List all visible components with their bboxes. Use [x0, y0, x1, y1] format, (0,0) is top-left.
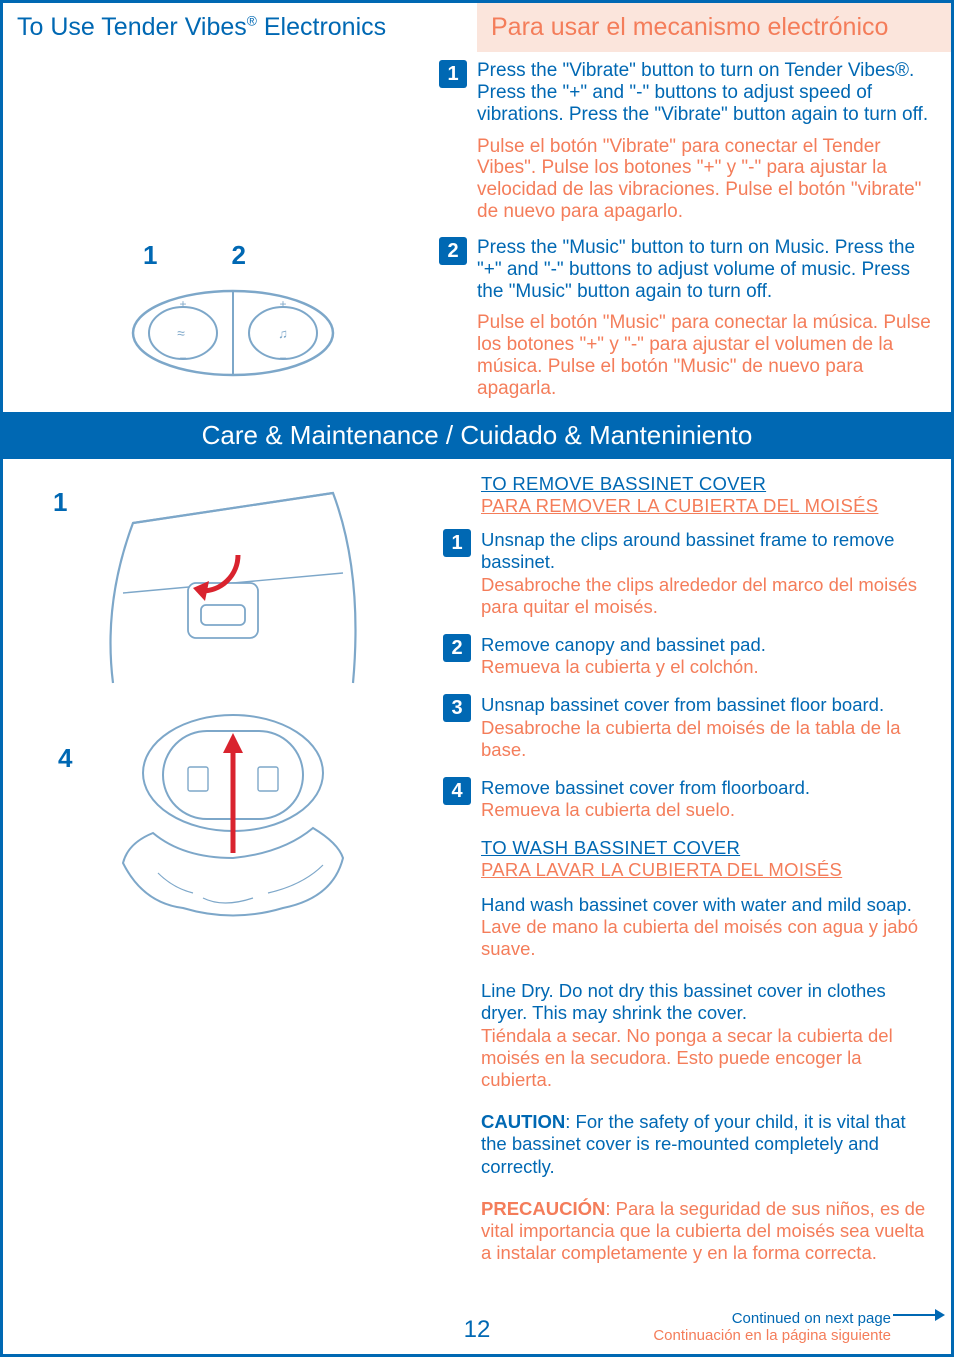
electronics-steps: 1 Press the "Vibrate" button to turn on … — [433, 60, 951, 400]
wash-head-es: PARA LAVAR LA CUBIERTA DEL MOISÉS — [481, 859, 933, 881]
step-text: Remove canopy and bassinet pad. Remueva … — [481, 634, 766, 678]
remove-step-3: 3 Unsnap bassinet cover from bassinet fl… — [443, 694, 933, 761]
wash-heading: TO WASH BASSINET COVER PARA LAVAR LA CUB… — [481, 837, 933, 881]
step-text-es: Pulse el botón "Vibrate" para conectar e… — [477, 136, 931, 223]
step-text-es: Pulse el botón "Music" para conectar la … — [477, 312, 931, 399]
continued-en: Continued on next page — [653, 1310, 891, 1327]
header-left-post: Electronics — [257, 13, 386, 41]
step-text: Remove bassinet cover from floorboard. R… — [481, 777, 810, 821]
step-badge: 4 — [443, 777, 471, 805]
care-diagram-area: 1 4 — [3, 473, 443, 1284]
step-text-en: Press the "Vibrate" button to turn on Te… — [477, 60, 931, 126]
electronics-section: 1 2 + − + − ≈ ♫ 1 Press the "Vibrate" bu… — [3, 52, 951, 412]
care-instructions: TO REMOVE BASSINET COVER PARA REMOVER LA… — [443, 473, 951, 1284]
electronics-step-2: 2 Press the "Music" button to turn on Mu… — [439, 237, 931, 303]
step-en: Unsnap bassinet cover from bassinet floo… — [481, 694, 884, 715]
step-badge: 1 — [443, 529, 471, 557]
registered-icon: ® — [247, 14, 257, 29]
panel-label-1: 1 — [143, 240, 157, 271]
caution-label-en: CAUTION — [481, 1111, 565, 1132]
care-section: 1 4 — [3, 459, 951, 1284]
wash-p2-es: Tiéndala a secar. No ponga a secar la cu… — [481, 1025, 893, 1090]
wash-p1: Hand wash bassinet cover with water and … — [481, 894, 933, 961]
step-badge: 1 — [439, 60, 467, 88]
svg-text:♫: ♫ — [278, 326, 288, 341]
remove-step-1: 1 Unsnap the clips around bassinet frame… — [443, 529, 933, 618]
continued-es: Continuación en la página siguiente — [653, 1327, 891, 1344]
header-right: Para usar el mecanismo electrónico — [477, 3, 951, 52]
remove-head-en: TO REMOVE BASSINET COVER — [481, 473, 933, 495]
step-badge: 3 — [443, 694, 471, 722]
step-text-en: Press the "Music" button to turn on Musi… — [477, 237, 931, 303]
electronics-diagram-area: 1 2 + − + − ≈ ♫ — [3, 60, 433, 400]
step-badge: 2 — [439, 237, 467, 265]
svg-text:+: + — [179, 297, 186, 311]
step-es: Desabroche the clips alrededor del marco… — [481, 574, 917, 617]
page: To Use Tender Vibes® Electronics Para us… — [0, 0, 954, 1357]
step-text: Unsnap bassinet cover from bassinet floo… — [481, 694, 933, 761]
caution-en: CAUTION: For the safety of your child, i… — [481, 1111, 933, 1178]
wash-p2-en: Line Dry. Do not dry this bassinet cover… — [481, 980, 886, 1023]
step-en: Remove canopy and bassinet pad. — [481, 634, 766, 655]
wash-head-en: TO WASH BASSINET COVER — [481, 837, 933, 859]
remove-heading: TO REMOVE BASSINET COVER PARA REMOVER LA… — [481, 473, 933, 517]
caution-es: PRECAUCIÓN: Para la seguridad de sus niñ… — [481, 1198, 933, 1265]
remove-step-2: 2 Remove canopy and bassinet pad. Remuev… — [443, 634, 933, 678]
step-es: Remueva la cubierta del suelo. — [481, 799, 735, 820]
step-en: Remove bassinet cover from floorboard. — [481, 777, 810, 798]
electronics-step-1: 1 Press the "Vibrate" button to turn on … — [439, 60, 931, 126]
header-row: To Use Tender Vibes® Electronics Para us… — [3, 3, 951, 52]
panel-label-2: 2 — [231, 240, 245, 271]
diagram-label-1: 1 — [53, 487, 67, 518]
care-banner: Care & Maintenance / Cuidado & Mantenini… — [3, 412, 951, 459]
arrow-head-icon — [935, 1309, 945, 1321]
caution-label-es: PRECAUCIÓN — [481, 1198, 605, 1219]
wash-p1-en: Hand wash bassinet cover with water and … — [481, 894, 912, 915]
header-left-pre: To Use Tender Vibes — [17, 13, 247, 41]
svg-text:+: + — [279, 297, 286, 311]
step-badge: 2 — [443, 634, 471, 662]
page-number: 12 — [464, 1316, 491, 1344]
svg-text:−: − — [179, 351, 186, 365]
bassinet-cover-remove-icon — [83, 703, 383, 933]
wash-p2: Line Dry. Do not dry this bassinet cover… — [481, 980, 933, 1091]
svg-text:−: − — [279, 351, 286, 365]
bassinet-clip-icon — [93, 483, 373, 703]
step-es: Remueva la cubierta y el colchón. — [481, 656, 759, 677]
step-es: Desabroche la cubierta del moisés de la … — [481, 717, 901, 760]
continued-block: Continued on next page Continuación en l… — [653, 1310, 891, 1344]
remove-head-es: PARA REMOVER LA CUBIERTA DEL MOISÉS — [481, 495, 933, 517]
arrow-line-icon — [893, 1314, 937, 1316]
step-text: Unsnap the clips around bassinet frame t… — [481, 529, 933, 618]
wash-p1-es: Lave de mano la cubierta del moisés con … — [481, 916, 918, 959]
remove-step-4: 4 Remove bassinet cover from floorboard.… — [443, 777, 933, 821]
diagram-label-4: 4 — [58, 743, 72, 774]
panel-labels: 1 2 — [143, 240, 246, 271]
svg-text:≈: ≈ — [177, 325, 185, 341]
step-en: Unsnap the clips around bassinet frame t… — [481, 529, 894, 572]
control-panel-icon: + − + − ≈ ♫ — [123, 278, 343, 398]
header-left: To Use Tender Vibes® Electronics — [3, 3, 477, 52]
